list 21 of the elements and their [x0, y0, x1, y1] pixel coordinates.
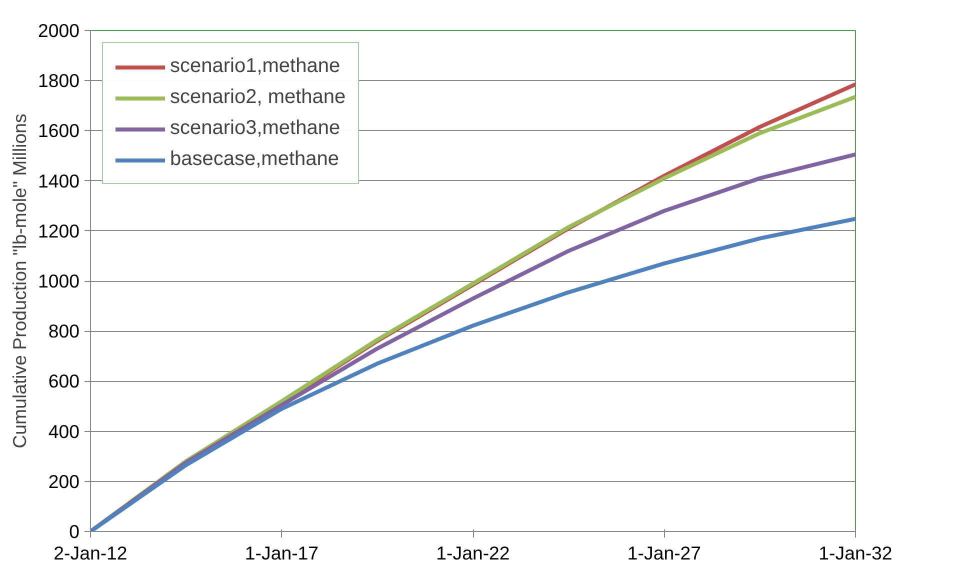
y-tick-label: 800: [48, 320, 80, 342]
legend-label: scenario1,methane: [170, 55, 340, 78]
y-tick-label: 600: [48, 370, 80, 392]
legend-label: scenario3,methane: [170, 117, 340, 140]
x-tick-label: 1-Jan-17: [244, 542, 319, 564]
x-tick-label: 1-Jan-22: [436, 542, 510, 564]
y-tick-label: 200: [48, 470, 80, 492]
x-tick-label: 1-Jan-32: [818, 542, 892, 564]
y-tick-label: 1800: [38, 70, 80, 92]
y-axis-title: Cumulative Production "lb-mole" Millions: [8, 114, 30, 448]
x-tick-label: 2-Jan-12: [54, 542, 128, 564]
y-tick-label: 400: [48, 420, 80, 442]
y-tick-label: 0: [69, 521, 80, 542]
legend-label: scenario2, methane: [170, 86, 346, 109]
legend-label: basecase,methane: [170, 148, 340, 171]
y-tick-label: 1000: [38, 270, 80, 292]
y-tick-label: 1400: [38, 170, 80, 192]
y-tick-label: 1600: [38, 120, 80, 142]
x-tick-label: 1-Jan-27: [627, 542, 702, 564]
y-tick-label: 1200: [38, 220, 80, 242]
y-tick-label: 2000: [38, 20, 80, 41]
